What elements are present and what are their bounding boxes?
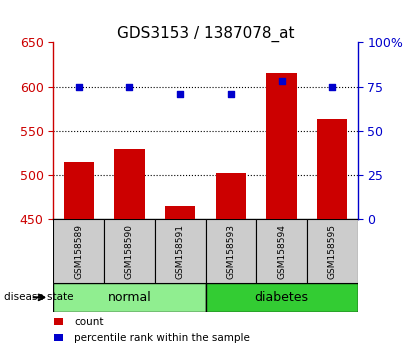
Text: count: count (74, 317, 104, 327)
Bar (53, 219, 104, 283)
Bar (155, 219, 206, 283)
Bar (54, 318, 62, 325)
Point (278, 79, 285, 84)
Point (228, 91, 234, 97)
Bar (206, 219, 256, 283)
Bar (114, 149, 145, 219)
Text: normal: normal (108, 291, 151, 304)
Point (177, 91, 183, 97)
Text: GSM158589: GSM158589 (74, 224, 83, 279)
Text: GSM158591: GSM158591 (175, 224, 185, 279)
Bar (53, 283, 206, 312)
Bar (216, 173, 246, 219)
Bar (165, 206, 195, 219)
Bar (104, 219, 155, 283)
Bar (206, 283, 358, 312)
Bar (307, 219, 358, 283)
Point (329, 84, 335, 90)
Text: GSM158595: GSM158595 (328, 224, 337, 279)
Bar (266, 73, 297, 219)
Point (126, 84, 133, 90)
Bar (256, 219, 307, 283)
Text: diabetes: diabetes (254, 291, 309, 304)
Point (76, 84, 82, 90)
Text: disease state: disease state (4, 292, 74, 302)
Text: GSM158593: GSM158593 (226, 224, 236, 279)
Text: GSM158594: GSM158594 (277, 224, 286, 279)
Bar (64, 162, 94, 219)
Text: percentile rank within the sample: percentile rank within the sample (74, 333, 250, 343)
Bar (54, 333, 62, 341)
Bar (317, 119, 347, 219)
Title: GDS3153 / 1387078_at: GDS3153 / 1387078_at (117, 26, 294, 42)
Text: GSM158590: GSM158590 (125, 224, 134, 279)
